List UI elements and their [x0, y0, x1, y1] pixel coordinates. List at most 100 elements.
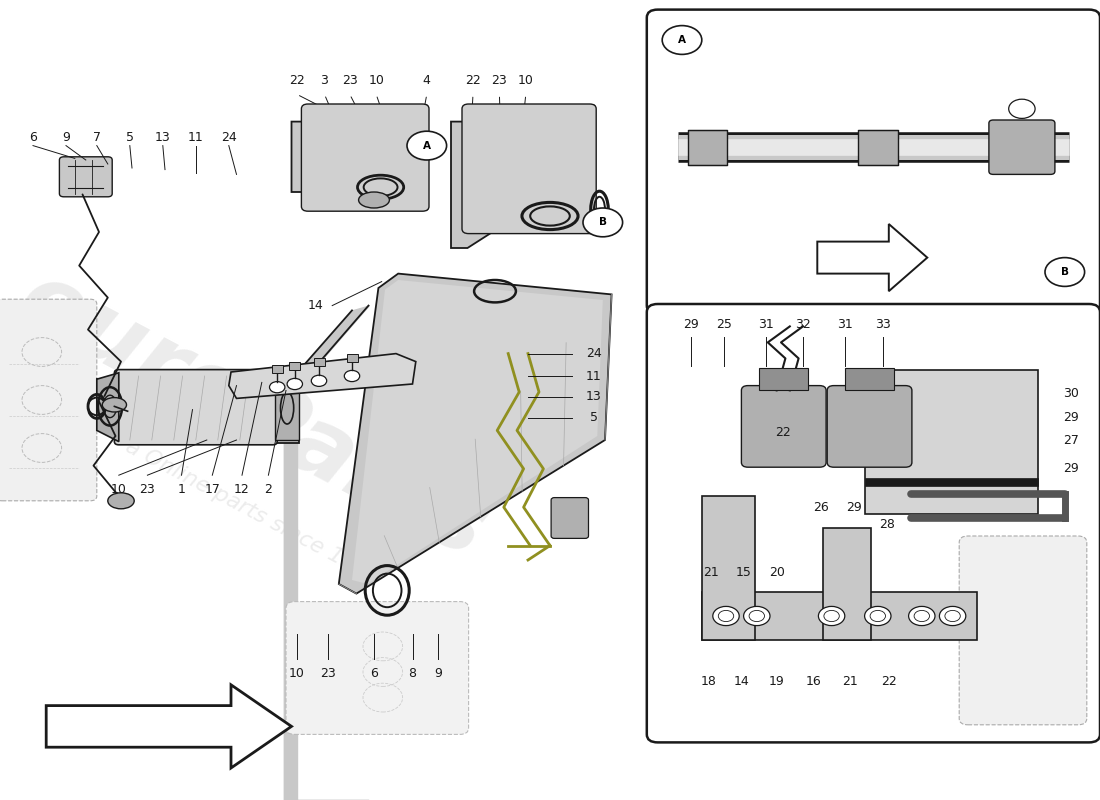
Polygon shape	[97, 373, 119, 442]
Text: 23: 23	[140, 483, 155, 496]
Bar	[346, 354, 358, 362]
FancyBboxPatch shape	[989, 120, 1055, 174]
Text: 22: 22	[881, 675, 896, 688]
Text: 21: 21	[843, 675, 858, 688]
Bar	[823, 528, 871, 640]
Circle shape	[287, 378, 303, 390]
Text: 29: 29	[846, 501, 861, 514]
Text: 10: 10	[518, 74, 534, 86]
Text: 23: 23	[492, 74, 507, 86]
FancyBboxPatch shape	[0, 299, 97, 501]
Polygon shape	[339, 274, 612, 594]
Text: 10: 10	[111, 483, 126, 496]
Bar	[314, 358, 324, 366]
Bar	[865, 370, 1038, 514]
Text: 1: 1	[177, 483, 186, 496]
Text: 23: 23	[320, 667, 336, 680]
Text: 25: 25	[716, 318, 732, 330]
Polygon shape	[451, 106, 594, 248]
Text: 10: 10	[368, 74, 384, 86]
Ellipse shape	[102, 398, 126, 412]
FancyBboxPatch shape	[462, 104, 596, 234]
Text: 31: 31	[837, 318, 852, 330]
Text: 11: 11	[586, 370, 602, 382]
FancyBboxPatch shape	[827, 386, 912, 467]
FancyBboxPatch shape	[286, 602, 469, 734]
Text: 8: 8	[408, 667, 417, 680]
Text: 22: 22	[465, 74, 481, 86]
Text: A: A	[678, 35, 686, 45]
Bar	[759, 368, 808, 390]
Text: B: B	[1060, 267, 1069, 277]
Text: 9: 9	[62, 131, 70, 144]
Text: 29: 29	[1064, 411, 1079, 424]
Bar	[702, 496, 755, 640]
Text: 26: 26	[813, 501, 828, 514]
Text: 22: 22	[776, 426, 791, 438]
Text: 9: 9	[433, 667, 442, 680]
Text: 33: 33	[876, 318, 891, 330]
Circle shape	[311, 375, 327, 386]
Text: 28: 28	[879, 518, 894, 531]
Ellipse shape	[108, 493, 134, 509]
Circle shape	[270, 382, 285, 393]
FancyBboxPatch shape	[959, 536, 1087, 725]
Text: 13: 13	[586, 390, 602, 403]
Text: 24: 24	[586, 347, 602, 360]
Text: 23: 23	[342, 74, 358, 86]
FancyBboxPatch shape	[59, 157, 112, 197]
FancyBboxPatch shape	[301, 104, 429, 211]
Polygon shape	[292, 106, 427, 210]
Text: euroParts: euroParts	[3, 254, 503, 578]
Bar	[289, 362, 300, 370]
Circle shape	[865, 606, 891, 626]
Circle shape	[818, 606, 845, 626]
Text: 18: 18	[701, 675, 716, 688]
Text: 16: 16	[806, 675, 822, 688]
Text: 4: 4	[422, 74, 431, 86]
Bar	[688, 130, 727, 165]
Circle shape	[744, 606, 770, 626]
Circle shape	[713, 606, 739, 626]
Text: 17: 17	[205, 483, 220, 496]
Text: 10: 10	[289, 667, 305, 680]
Text: 6: 6	[370, 667, 378, 680]
Bar	[272, 365, 283, 373]
Text: 5: 5	[125, 131, 134, 144]
Polygon shape	[352, 280, 603, 584]
Text: 3: 3	[320, 74, 329, 86]
FancyBboxPatch shape	[741, 386, 826, 467]
Text: a Online parts since 1985: a Online parts since 1985	[122, 436, 384, 588]
Text: 29: 29	[1064, 462, 1079, 475]
Text: 30: 30	[1064, 387, 1079, 400]
Text: 31: 31	[758, 318, 773, 330]
Circle shape	[583, 208, 623, 237]
Text: 12: 12	[234, 483, 250, 496]
Text: 22: 22	[289, 74, 305, 86]
Circle shape	[909, 606, 935, 626]
Text: 29: 29	[683, 318, 698, 330]
Circle shape	[407, 131, 447, 160]
Polygon shape	[817, 224, 927, 291]
FancyBboxPatch shape	[647, 10, 1100, 314]
Circle shape	[1045, 258, 1085, 286]
Text: 24: 24	[221, 131, 236, 144]
Text: 20: 20	[769, 566, 784, 578]
Text: 11: 11	[188, 131, 204, 144]
FancyBboxPatch shape	[647, 304, 1100, 742]
FancyBboxPatch shape	[114, 370, 277, 445]
Circle shape	[344, 370, 360, 382]
Text: B: B	[598, 218, 607, 227]
Text: 32: 32	[795, 318, 811, 330]
Text: A: A	[422, 141, 431, 150]
Text: 15: 15	[736, 566, 751, 578]
Text: 6: 6	[29, 131, 37, 144]
Bar	[865, 478, 1038, 486]
Circle shape	[662, 26, 702, 54]
Text: 27: 27	[1064, 434, 1079, 447]
Bar	[845, 368, 894, 390]
Text: 14: 14	[308, 299, 323, 312]
Text: 2: 2	[264, 483, 273, 496]
Text: 19: 19	[769, 675, 784, 688]
Text: 13: 13	[155, 131, 170, 144]
